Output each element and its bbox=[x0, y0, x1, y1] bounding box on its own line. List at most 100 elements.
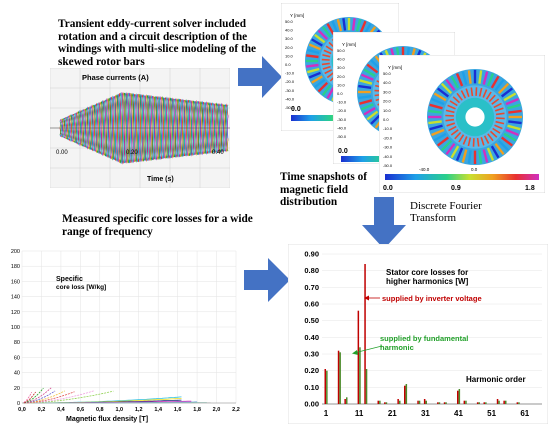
harm-ytick-0: 0.90 bbox=[304, 250, 319, 259]
field-map-3-scale-max: 1.8 bbox=[525, 185, 535, 192]
field-map-2-ytick-5: 0.0 bbox=[337, 91, 343, 96]
solver-caption: Transient eddy-current solver included r… bbox=[58, 18, 257, 68]
harm-bar-fundamental-h37 bbox=[445, 402, 447, 404]
harm-bar-inverter-h1 bbox=[324, 369, 326, 404]
harm-bar-fundamental-h23 bbox=[399, 400, 401, 404]
harm-bar-fundamental-h59 bbox=[518, 402, 520, 404]
field-map-3-ytick-1: 40.0 bbox=[383, 80, 392, 85]
harm-bar-inverter-h5 bbox=[337, 350, 340, 404]
field-map-2-ytick-8: -30.0 bbox=[337, 117, 347, 122]
harm-ytick-3: 0.60 bbox=[304, 300, 319, 309]
harm-bar-inverter-h29 bbox=[417, 400, 419, 404]
loss-ytick-8: 40 bbox=[14, 371, 20, 377]
harm-bar-inverter-h49 bbox=[483, 402, 485, 404]
harm-ytick-5: 0.40 bbox=[304, 333, 319, 342]
annotation-fundamental-line1: supplied by fundamental bbox=[380, 334, 468, 343]
field-map-1-ytick-5: 0.0 bbox=[285, 62, 291, 67]
field-map-3-ytick-0: 50.0 bbox=[383, 71, 392, 76]
field-map-2-yticks: 50.0 40.0 30.0 20.0 10.0 0.0 -10.0 -20.0 -30.0 -4… bbox=[337, 48, 347, 139]
snapshots-caption: Time snapshots of magnetic field distrib… bbox=[280, 171, 368, 209]
harm-bar-fundamental-h7 bbox=[346, 397, 348, 404]
loss-xlabel: Magnetic flux density [T] bbox=[66, 416, 148, 423]
harm-title-line1: Stator core losses for bbox=[386, 268, 468, 277]
harm-bar-inverter-h31 bbox=[423, 399, 426, 404]
harm-bar-fundamental-h49 bbox=[485, 402, 487, 404]
field-map-3-ytick-4: 10.0 bbox=[383, 108, 392, 113]
harmonic-loss-chart: 0.90 0.80 0.70 0.60 0.50 0.40 0.30 0.20 0.10 0.00… bbox=[288, 244, 548, 424]
loss-curve-9 bbox=[23, 391, 75, 404]
measured-caption: Measured specific core losses for a wide… bbox=[62, 213, 253, 238]
harm-bar-fundamental-h43 bbox=[465, 400, 467, 404]
harm-bar-inverter-h43 bbox=[463, 400, 466, 404]
phase-xtick-0: 0.00 bbox=[56, 150, 68, 156]
field-map-2-ytick-4: 10.0 bbox=[337, 82, 346, 87]
field-map-1-axis-label: Y [mm] bbox=[290, 13, 304, 18]
loss-ytick-3: 140 bbox=[11, 295, 20, 301]
harm-ytick-2: 0.70 bbox=[304, 283, 319, 292]
field-map-3-ytick-7: -20.0 bbox=[383, 135, 393, 140]
field-map-3-ytick-3: 20.0 bbox=[383, 99, 392, 104]
phase-xtick-1: 0.20 bbox=[126, 150, 138, 156]
annotation-inverter: supplied by inverter voltage bbox=[382, 294, 482, 303]
harm-ytick-7: 0.20 bbox=[304, 366, 319, 375]
loss-ytick-10: 0 bbox=[17, 401, 20, 407]
field-map-3-ytick-10: -50.0 bbox=[383, 163, 393, 168]
loss-xtick-0: 0,0 bbox=[18, 407, 26, 413]
field-map-1-ytick-1: 40.0 bbox=[285, 28, 294, 33]
phase-title: Phase currents (A) bbox=[82, 73, 149, 82]
harm-xtick-1: 11 bbox=[355, 409, 364, 418]
field-map-2-ytick-9: -40.0 bbox=[337, 125, 347, 130]
field-map-2-ytick-0: 50.0 bbox=[337, 48, 346, 53]
field-map-3-ytick-9: -40.0 bbox=[383, 154, 393, 159]
harm-bar-inverter-h13 bbox=[364, 264, 366, 404]
loss-curve-15 bbox=[23, 392, 33, 403]
harm-bar-fundamental-h41 bbox=[458, 389, 461, 404]
loss-ytick-9: 20 bbox=[14, 386, 20, 392]
field-map-3-scale-min: 0.0 bbox=[383, 185, 393, 192]
harm-bar-fundamental-h25 bbox=[405, 384, 408, 404]
field-map-2-ytick-10: -50.0 bbox=[337, 134, 347, 139]
loss-ytick-0: 200 bbox=[11, 249, 20, 255]
loss-xtick-7: 1,4 bbox=[154, 407, 163, 413]
loss-xtick-11: 2,2 bbox=[232, 407, 240, 413]
harm-bar-inverter-h11 bbox=[357, 310, 360, 404]
field-map-3-xtick-0: -40.0 bbox=[419, 167, 430, 172]
harm-bar-fundamental-h55 bbox=[505, 400, 507, 404]
loss-curve-11 bbox=[23, 390, 56, 404]
field-map-3-ytick-8: -30.0 bbox=[383, 145, 393, 150]
field-map-2-scale-min: 0.0 bbox=[338, 148, 348, 155]
field-map-1-scale-min: 0.0 bbox=[291, 106, 301, 113]
field-map-1-ytick-0: 50.0 bbox=[285, 19, 294, 24]
harm-xtick-5: 51 bbox=[487, 409, 496, 418]
harm-xlabel: Harmonic order bbox=[466, 375, 526, 384]
harm-bar-inverter-h41 bbox=[457, 390, 459, 404]
harm-xtick-2: 21 bbox=[388, 409, 397, 418]
harm-bar-inverter-h25 bbox=[404, 385, 406, 404]
harm-bar-inverter-h37 bbox=[443, 402, 446, 404]
phase-wave-5 bbox=[59, 92, 229, 164]
harm-bar-inverter-h19 bbox=[384, 402, 386, 404]
harm-bar-fundamental-h35 bbox=[438, 402, 441, 404]
arrow-down bbox=[362, 197, 406, 249]
harm-bar-fundamental-h11 bbox=[359, 347, 361, 404]
arrow-right-bottom bbox=[244, 258, 290, 302]
loss-curve-12 bbox=[23, 387, 52, 404]
field-map-3-scale-mid: 0.9 bbox=[451, 185, 461, 192]
field-map-1-ytick-10: -50.0 bbox=[285, 105, 295, 110]
field-map-3-axis-label: Y [mm] bbox=[388, 65, 402, 70]
field-map-1-ytick-8: -30.0 bbox=[285, 88, 295, 93]
harm-bar-inverter-h35 bbox=[437, 402, 439, 404]
dft-caption: Discrete Fourier Transform bbox=[410, 200, 482, 225]
loss-xtick-8: 1,6 bbox=[174, 407, 182, 413]
field-map-2-ytick-7: -20.0 bbox=[337, 108, 347, 113]
field-map-1-ytick-4: 10.0 bbox=[285, 53, 294, 58]
loss-ylabel-line2: core loss [W/kg] bbox=[56, 284, 106, 291]
loss-ytick-2: 160 bbox=[11, 279, 20, 285]
harm-bar-inverter-h23 bbox=[397, 399, 399, 404]
harm-ytick-8: 0.10 bbox=[304, 383, 319, 392]
loss-xtick-5: 1,0 bbox=[115, 407, 123, 413]
loss-ytick-5: 100 bbox=[11, 325, 20, 331]
annotation-fundamental-line2: harmonic bbox=[380, 343, 414, 352]
loss-xtick-3: 0,6 bbox=[77, 407, 85, 413]
harm-bar-fundamental-h53 bbox=[498, 400, 500, 404]
